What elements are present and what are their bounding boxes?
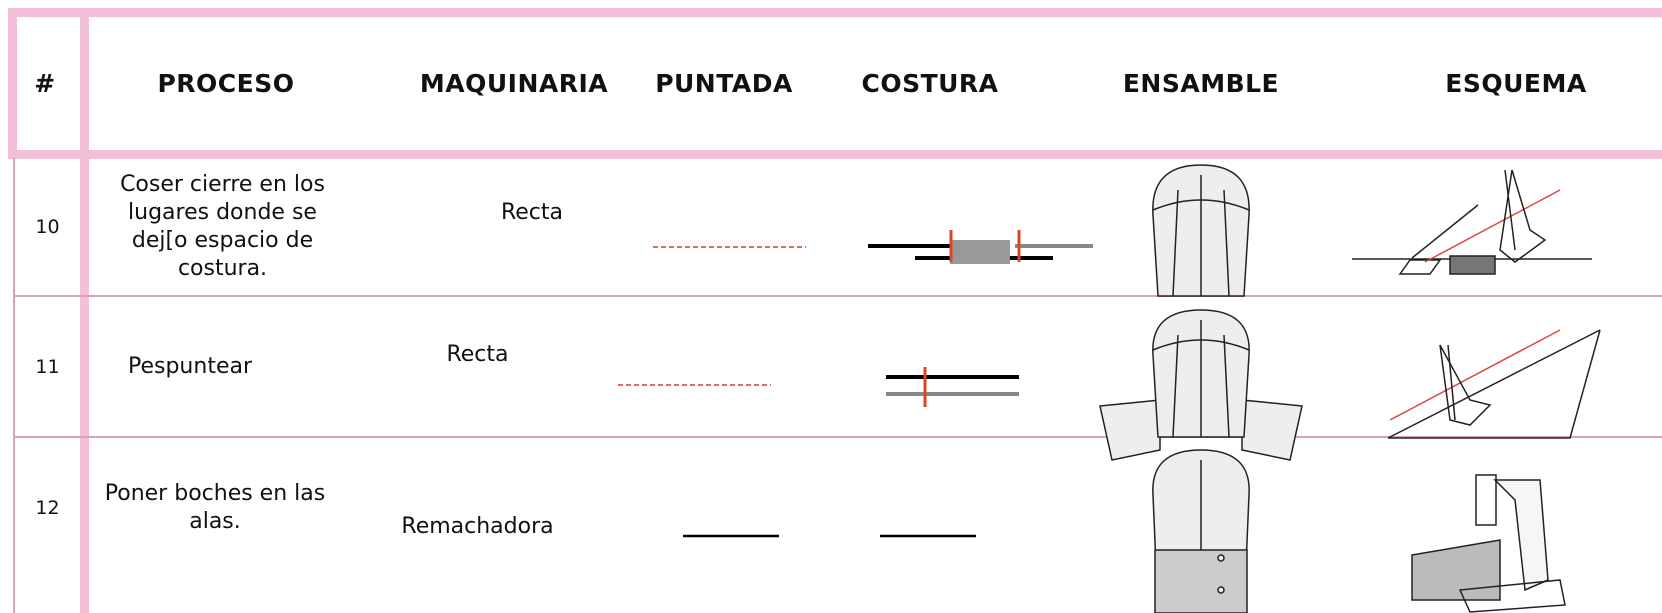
seam-icon — [886, 367, 1019, 407]
scheme-icon — [1352, 169, 1592, 275]
frame-left — [8, 8, 17, 158]
process-text: Coser cierre en los lugares donde se dej… — [120, 172, 325, 281]
column-header: ENSAMBLE — [1122, 68, 1280, 98]
machine-text: Recta — [446, 342, 509, 367]
header-bottom — [8, 150, 1662, 159]
cap-icon — [1152, 449, 1250, 613]
column-header: # — [34, 68, 56, 98]
row-number: 10 — [35, 216, 60, 238]
column-header: PROCESO — [157, 68, 295, 98]
scheme-icon — [1411, 474, 1566, 613]
row-number: 12 — [35, 497, 60, 519]
cap-icon — [1152, 164, 1250, 297]
row-number: 11 — [35, 356, 60, 378]
process-text: Poner boches en las alas. — [104, 481, 326, 534]
process-text: Pespuntear — [127, 354, 253, 379]
frame-divider — [80, 8, 89, 613]
frame-top — [8, 8, 1662, 17]
cap-icon — [1099, 309, 1303, 461]
seam-icon — [868, 230, 1093, 264]
machine-text: Remachadora — [401, 514, 554, 539]
column-header: ESQUEMA — [1445, 68, 1587, 98]
column-header: PUNTADA — [655, 68, 793, 98]
column-header: COSTURA — [861, 68, 999, 98]
column-header: MAQUINARIA — [419, 68, 609, 98]
machine-text: Recta — [500, 200, 564, 225]
scheme-icon — [1387, 329, 1601, 439]
